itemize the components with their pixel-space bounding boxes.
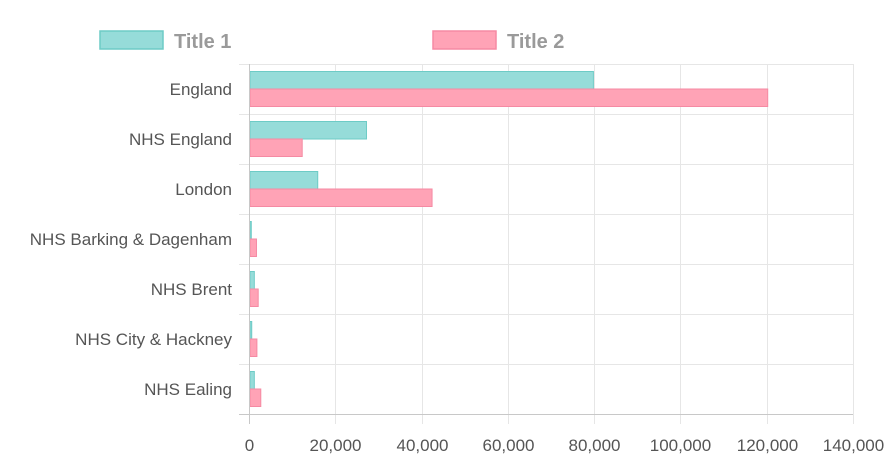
x-tick-label: 100,000 [650, 436, 711, 455]
axes: 0 20,000 40,000 60,000 80,000 100,000 120,000 1… [30, 64, 884, 455]
bar-series-1 [249, 271, 255, 290]
bars [249, 71, 769, 407]
x-tick-label: 80,000 [569, 436, 621, 455]
x-tick-label: 140,000 [823, 436, 884, 455]
bar-series-2 [249, 138, 303, 157]
bar-series-2 [249, 188, 433, 207]
bar-series-2 [249, 88, 769, 107]
x-tick-label: 60,000 [483, 436, 535, 455]
x-tick-label: 40,000 [397, 436, 449, 455]
bar-series-1 [249, 71, 594, 90]
bar-series-1 [249, 171, 319, 190]
category-label: London [175, 180, 232, 199]
x-tick-label: 0 [245, 436, 254, 455]
category-label: NHS Barking & Dagenham [30, 230, 232, 249]
bar-series-1 [249, 321, 253, 340]
legend-label: Title 2 [507, 31, 564, 53]
x-tick-label: 120,000 [737, 436, 798, 455]
legend-swatch [99, 30, 164, 50]
category-label: NHS England [129, 130, 232, 149]
grid-lines [239, 64, 854, 424]
category-label: England [170, 80, 232, 99]
bar-series-2 [249, 288, 259, 307]
category-label: NHS Ealing [144, 380, 232, 399]
bar-series-1 [249, 371, 255, 390]
bar-series-2 [249, 388, 262, 407]
legend-swatch [432, 30, 497, 50]
legend: Title 1 Title 2 [99, 30, 564, 53]
category-label: NHS Brent [151, 280, 233, 299]
legend-label: Title 1 [174, 31, 231, 53]
bar-series-2 [249, 238, 257, 257]
bar-series-1 [249, 121, 367, 140]
bar-series-1 [249, 221, 252, 240]
x-tick-label: 20,000 [310, 436, 362, 455]
bar-series-2 [249, 338, 258, 357]
category-label: NHS City & Hackney [75, 330, 232, 349]
